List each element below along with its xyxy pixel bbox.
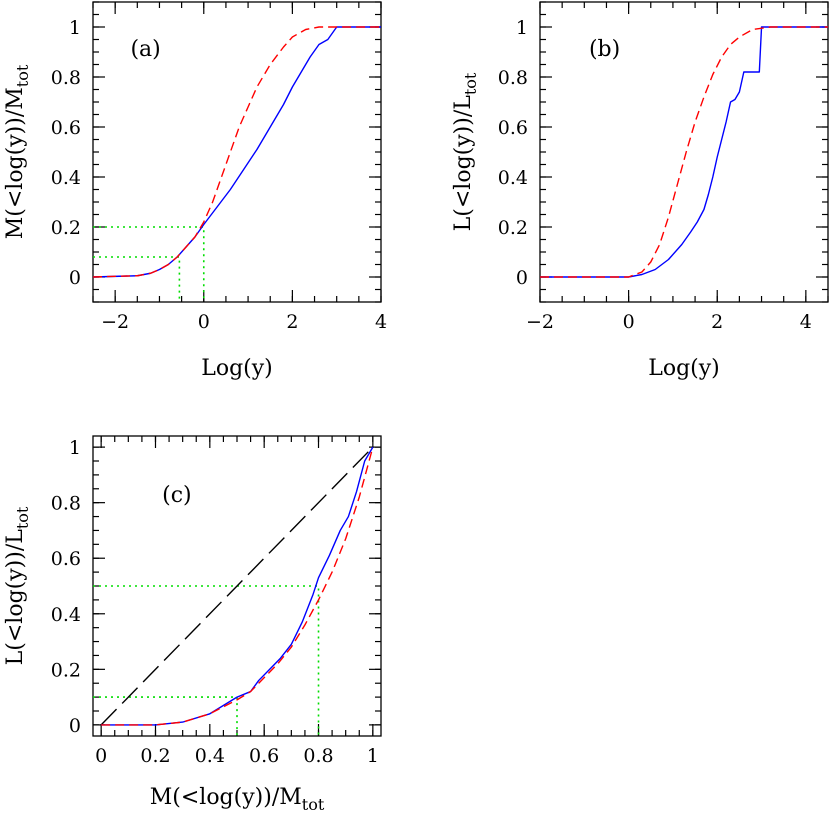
y-tick-label: 0.4 xyxy=(498,167,528,189)
x-axis-label-sub: tot xyxy=(302,795,325,814)
plot-area xyxy=(93,446,374,736)
series-line-solid xyxy=(540,26,828,278)
y-tick-label: 0.6 xyxy=(51,117,81,139)
y-tick-label: 1 xyxy=(69,437,81,459)
y-axis-label-sub: tot xyxy=(13,506,32,529)
panel-label: (c) xyxy=(162,483,192,508)
panel-c: 0 0.2 0.4 0.6 0.8 1 0 0.2 0.4 0.6 0.8 1 (c) M(<log(y)… xyxy=(3,435,382,814)
plot-area xyxy=(93,26,381,302)
y-tick-label: 0.8 xyxy=(51,67,81,89)
panel-a: −2 0 2 4 0 0.2 0.4 0.6 0.8 1 (a) Log(y) M(<log(y))/M… xyxy=(3,1,387,381)
y-axis-label: L(<log(y))/Ltot xyxy=(3,506,32,665)
x-tick-label: 1 xyxy=(367,745,379,767)
x-tick-label: 0.6 xyxy=(249,745,279,767)
y-tick-label: 0 xyxy=(516,267,528,289)
x-tick-label: 0.8 xyxy=(303,745,333,767)
x-tick-label: 0.2 xyxy=(140,745,170,767)
y-tick-label: 0.6 xyxy=(51,548,81,570)
y-axis-label-main: M(<log(y))/M xyxy=(3,87,28,239)
x-tick-label: 0 xyxy=(95,745,107,767)
y-axis-label: M(<log(y))/Mtot xyxy=(3,64,32,239)
x-tick-label: 4 xyxy=(800,311,812,333)
y-tick-label: 1 xyxy=(69,17,81,39)
plot-area xyxy=(540,26,828,278)
series-line-dashed xyxy=(540,26,828,278)
y-tick-label: 0.4 xyxy=(51,167,81,189)
y-axis-label: L(<log(y))/Ltot xyxy=(451,72,480,231)
series-line-longdash xyxy=(100,446,374,726)
series-line-solid xyxy=(93,26,381,278)
y-tick-label: 0.2 xyxy=(51,217,81,239)
plot-frame xyxy=(539,1,829,303)
x-axis-label: Log(y) xyxy=(201,356,273,381)
series-line-solid xyxy=(101,446,374,726)
x-axis-label-main: M(<log(y))/M xyxy=(150,785,302,810)
y-axis-label-main: L(<log(y))/L xyxy=(451,95,476,232)
x-tick-label: 0 xyxy=(623,311,635,333)
guide-line-1 xyxy=(93,256,181,302)
panel-label: (a) xyxy=(130,37,160,62)
panel-label: (b) xyxy=(589,37,620,62)
y-tick-label: 0.6 xyxy=(498,117,528,139)
y-tick-label: 0.2 xyxy=(498,217,528,239)
y-tick-label: 0 xyxy=(69,715,81,737)
guide-line-0 xyxy=(93,226,205,302)
x-axis-label: Log(y) xyxy=(648,356,720,381)
y-tick-label: 0.8 xyxy=(51,493,81,515)
x-tick-label: −2 xyxy=(526,311,554,333)
x-axis-label: M(<log(y))/Mtot xyxy=(150,785,325,814)
y-tick-label: 1 xyxy=(516,17,528,39)
y-axis-label-main: L(<log(y))/L xyxy=(3,529,28,666)
x-tick-label: 2 xyxy=(286,311,298,333)
x-tick-label: −2 xyxy=(101,311,129,333)
x-tick-label: 0.4 xyxy=(195,745,225,767)
y-tick-label: 0.4 xyxy=(51,604,81,626)
guide-line-0 xyxy=(93,585,320,736)
y-tick-label: 0.2 xyxy=(51,659,81,681)
x-tick-label: 0 xyxy=(198,311,210,333)
y-axis-label-sub: tot xyxy=(461,72,480,95)
series-line-dashed xyxy=(93,26,381,278)
y-tick-label: 0 xyxy=(69,267,81,289)
x-tick-label: 2 xyxy=(711,311,723,333)
series-line-dashed xyxy=(101,446,374,726)
y-axis-label-sub: tot xyxy=(13,64,32,87)
y-tick-label: 0.8 xyxy=(498,67,528,89)
panel-b: −2 0 2 4 0 0.2 0.4 0.6 0.8 1 (b) Log(y) L(<log(y))/L… xyxy=(451,1,829,381)
x-tick-label: 4 xyxy=(375,311,387,333)
